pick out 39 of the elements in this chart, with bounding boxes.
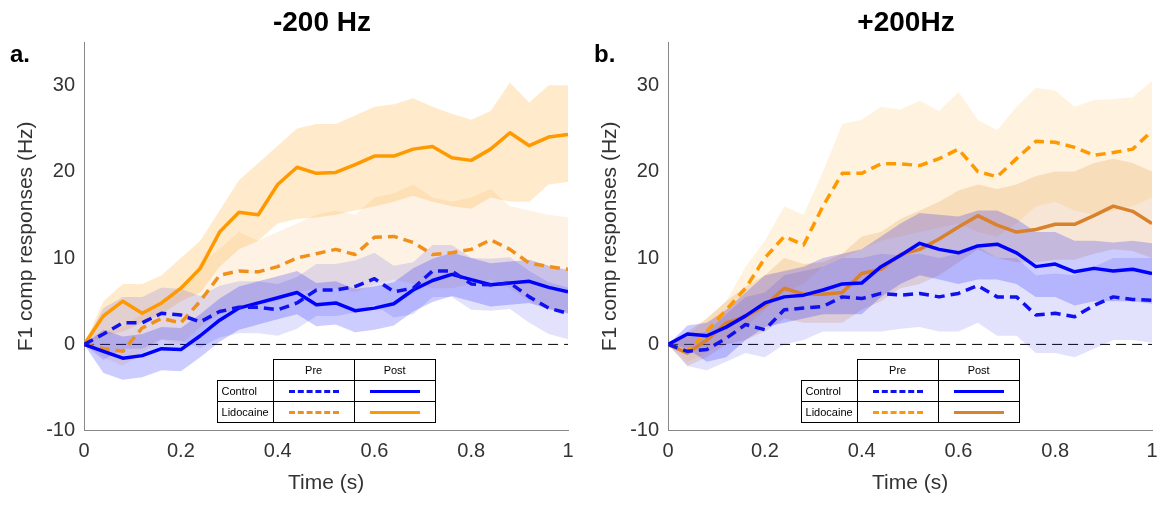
x-tick-label: 0.6 <box>944 439 973 462</box>
y-tick-label: 30 <box>52 72 76 95</box>
x-tick-label: 0.2 <box>166 439 195 462</box>
annotation: Pre <box>857 359 939 381</box>
x-tick-label: 0 <box>662 439 674 462</box>
y-tick-label: -10 <box>46 418 76 441</box>
x-axis-title: Time (s) <box>287 470 365 494</box>
y-tick-label: 0 <box>63 331 76 354</box>
x-tick-label: 1 <box>562 439 574 462</box>
line-series <box>668 283 1152 354</box>
y-tick-label: 0 <box>647 331 660 354</box>
x-tick-label: 0.4 <box>263 439 292 462</box>
x-tick-label: 0.2 <box>750 439 779 462</box>
annotation: Post <box>354 359 436 381</box>
annotation: Control <box>801 380 858 402</box>
text: b. <box>594 40 616 68</box>
y-axis-title: F1 comp responses (Hz) <box>597 121 621 352</box>
y-axis-title: F1 comp responses (Hz) <box>13 121 37 352</box>
y-tick-label: 20 <box>52 159 76 182</box>
text: a. <box>10 40 31 68</box>
annotation: Post <box>938 359 1020 381</box>
annotation: Lidocaine <box>217 401 274 423</box>
chart-title: -200 Hz <box>271 6 372 38</box>
y-tick-label: 10 <box>636 245 660 268</box>
x-tick-label: 0 <box>78 439 90 462</box>
x-tick-label: 1 <box>1146 439 1158 462</box>
x-axis-title: Time (s) <box>871 470 949 494</box>
x-tick-label: 0.6 <box>360 439 389 462</box>
chart-title: +200Hz <box>856 6 956 38</box>
y-tick-label: 20 <box>636 159 660 182</box>
annotation: Control <box>217 380 274 402</box>
x-tick-label: 0.8 <box>457 439 486 462</box>
annotation: Pre <box>273 359 355 381</box>
x-tick-label: 0.8 <box>1041 439 1070 462</box>
annotation: Lidocaine <box>801 401 858 423</box>
y-tick-label: -10 <box>630 418 660 441</box>
y-tick-label: 10 <box>52 245 76 268</box>
y-tick-label: 30 <box>636 72 660 95</box>
x-tick-label: 0.4 <box>847 439 876 462</box>
